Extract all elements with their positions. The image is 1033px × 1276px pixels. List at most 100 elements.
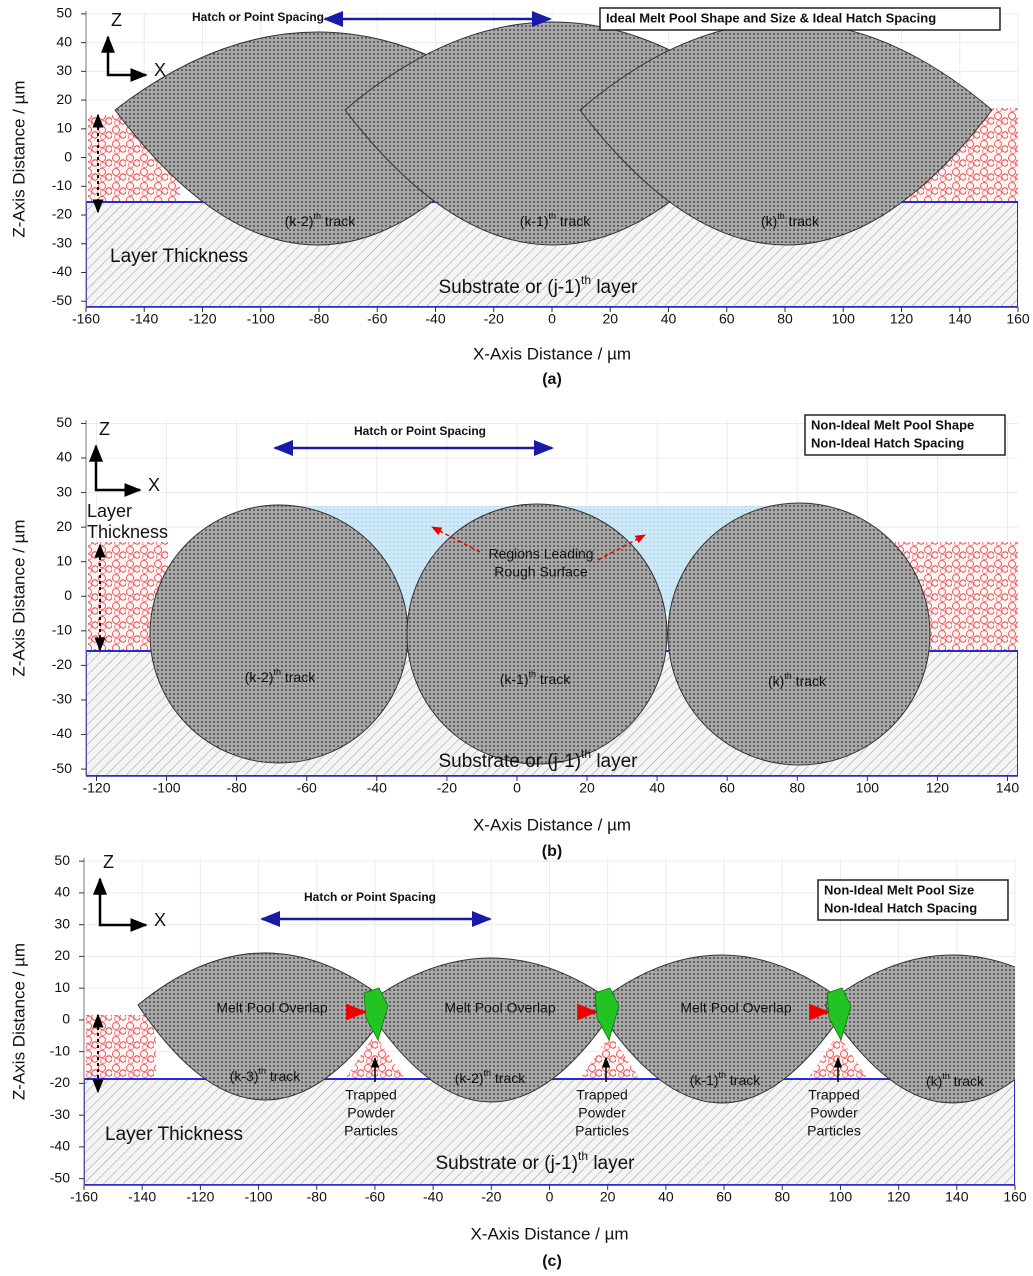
axis-z-label: Z — [103, 852, 114, 872]
track-label-part: th — [484, 1068, 492, 1078]
track-label-part: (k) — [761, 213, 777, 229]
plot-area — [86, 503, 1018, 776]
x-tick-label: 80 — [774, 1189, 790, 1205]
track-label-part: th — [529, 669, 537, 679]
note-text: Non-Ideal Hatch Spacing — [811, 435, 964, 450]
substrate-label: Substrate or (j-1)th layer — [435, 1149, 635, 1174]
melt-pool — [150, 505, 408, 763]
x-tick-label: -80 — [307, 1189, 327, 1205]
y-tick-label: 40 — [56, 33, 72, 49]
y-tick-label: -20 — [52, 206, 72, 222]
track-label-part: th — [784, 671, 792, 681]
overlap-label: Melt Pool Overlap — [680, 1000, 791, 1016]
x-tick-label: -120 — [186, 1189, 214, 1205]
x-tick-label: -120 — [188, 311, 216, 327]
trapped-label: Trapped — [345, 1087, 397, 1103]
track-label-part: track — [491, 1070, 526, 1086]
y-tick-label: -10 — [52, 622, 72, 638]
x-tick-label: -60 — [297, 780, 317, 796]
track-label-part: (k-2) — [455, 1070, 484, 1086]
x-tick-label: 20 — [579, 780, 595, 796]
x-tick-label: -40 — [367, 780, 387, 796]
y-tick-label: -20 — [50, 1074, 70, 1090]
caption: (b) — [542, 843, 562, 860]
substrate-label-part: Substrate or (j-1) — [435, 1153, 578, 1174]
y-tick-label: -40 — [50, 1138, 70, 1154]
spacing-label: Hatch or Point Spacing — [192, 10, 324, 24]
x-tick-label: 60 — [719, 780, 735, 796]
y-tick-label: 30 — [56, 62, 72, 78]
y-tick-label: 50 — [56, 5, 72, 21]
x-tick-label: 120 — [926, 780, 950, 796]
trapped-label: Trapped — [576, 1087, 628, 1103]
substrate-label-part: Substrate or (j-1) — [438, 751, 581, 772]
track-label-part: (k-1) — [500, 671, 529, 687]
x-tick-label: 60 — [716, 1189, 732, 1205]
y-tick-label: -10 — [52, 177, 72, 193]
x-tick-label: -20 — [437, 780, 457, 796]
x-tick-label: 80 — [789, 780, 805, 796]
x-tick-label: 20 — [602, 311, 618, 327]
substrate-label-part: th — [581, 273, 591, 287]
x-tick-label: 20 — [600, 1189, 616, 1205]
substrate-label-part: layer — [588, 1153, 635, 1174]
axis-x-label: X — [154, 910, 166, 930]
y-axis-label: Z-Axis Distance / µm — [9, 943, 28, 1100]
track-label-part: th — [274, 667, 282, 677]
y-tick-label: 0 — [62, 1011, 70, 1027]
track-label-part: th — [259, 1066, 267, 1076]
x-tick-label: 40 — [649, 780, 665, 796]
y-tick-label: 20 — [56, 91, 72, 107]
x-axis-label: X-Axis Distance / µm — [473, 815, 631, 834]
y-tick-label: -40 — [52, 263, 72, 279]
y-tick-label: 0 — [64, 587, 72, 603]
x-tick-label: 100 — [829, 1189, 853, 1205]
x-tick-label: -20 — [481, 1189, 501, 1205]
x-tick-label: -60 — [367, 311, 387, 327]
x-tick-label: 0 — [548, 311, 556, 327]
track-label: (k-3)th track — [230, 1066, 302, 1083]
y-tick-label: 40 — [54, 884, 70, 900]
overlap-label: Melt Pool Overlap — [444, 1000, 555, 1016]
x-tick-label: -100 — [247, 311, 275, 327]
spacing-label: Hatch or Point Spacing — [354, 424, 486, 438]
note-text: Non-Ideal Melt Pool Size — [824, 882, 974, 897]
track-label-part: (k-2) — [245, 669, 274, 685]
track-label: (k)th track — [768, 671, 827, 688]
x-tick-label: 140 — [945, 1189, 969, 1205]
axis-x-label: X — [148, 475, 160, 495]
layer-label: Layer — [87, 501, 132, 521]
track-label: (k)th track — [761, 211, 820, 228]
track-label-part: track — [266, 1068, 301, 1084]
layer-label: Layer Thickness — [105, 1124, 243, 1145]
substrate-label-part: layer — [591, 277, 638, 298]
x-tick-label: -140 — [130, 311, 158, 327]
x-tick-label: -140 — [128, 1189, 156, 1205]
region-label: Regions Leading — [488, 546, 593, 562]
y-tick-label: -50 — [52, 760, 72, 776]
note-text: Non-Ideal Melt Pool Shape — [811, 417, 974, 432]
x-tick-label: 40 — [658, 1189, 674, 1205]
trapped-label: Particles — [807, 1123, 861, 1139]
substrate-label-part: th — [581, 747, 591, 761]
track-label-part: th — [549, 211, 557, 221]
x-tick-label: 100 — [832, 311, 856, 327]
x-tick-label: -60 — [365, 1189, 385, 1205]
y-tick-label: -20 — [52, 656, 72, 672]
track-label: (k-2)th track — [245, 667, 317, 684]
x-tick-label: -120 — [82, 780, 110, 796]
track-label-part: track — [785, 213, 820, 229]
track-label: (k-1)th track — [500, 669, 572, 686]
y-axis-label: Z-Axis Distance / µm — [9, 519, 28, 676]
axis-x-label: X — [154, 60, 166, 80]
track-label: (k)th track — [926, 1071, 985, 1088]
track-label-part: track — [536, 671, 571, 687]
x-tick-label: 140 — [996, 780, 1020, 796]
track-label: (k-1)th track — [690, 1070, 762, 1087]
track-label-part: th — [719, 1070, 727, 1080]
track-label-part: th — [777, 211, 785, 221]
trapped-label: Powder — [810, 1105, 858, 1121]
x-tick-label: -40 — [425, 311, 445, 327]
track-label-part: track — [950, 1073, 985, 1089]
